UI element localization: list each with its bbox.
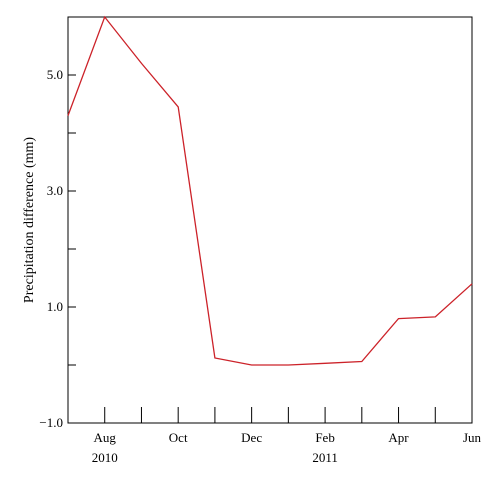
x-tick-label: Jun xyxy=(463,430,482,445)
year-label: 2010 xyxy=(92,450,118,465)
x-tick-label: Feb xyxy=(315,430,335,445)
series-line xyxy=(67,15,473,366)
x-tick-label: Aug xyxy=(94,430,117,445)
year-label: 2011 xyxy=(312,450,338,465)
y-tick-label: 3.0 xyxy=(47,183,63,198)
x-axis: Aug Oct Dec Feb Apr Jun 2010 2011 xyxy=(92,407,482,465)
y-tick-label: −1.0 xyxy=(39,415,63,430)
y-tick-label: 1.0 xyxy=(47,299,63,314)
y-axis: −1.0 1.0 3.0 5.0 xyxy=(39,67,76,430)
x-tick-label: Apr xyxy=(388,430,409,445)
x-tick-label: Oct xyxy=(169,430,188,445)
y-tick-label: 5.0 xyxy=(47,67,63,82)
y-axis-title: Precipitation difference (mm) xyxy=(22,137,37,303)
plot-frame xyxy=(67,16,473,424)
series-layer xyxy=(67,15,473,366)
x-tick-label: Dec xyxy=(241,430,262,445)
